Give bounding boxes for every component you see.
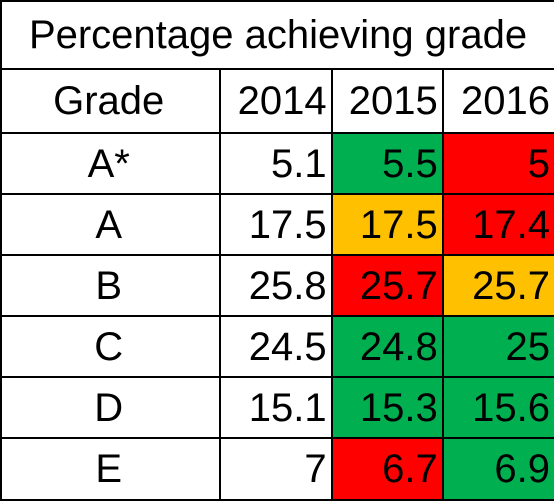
grade-cell: D — [2, 376, 222, 439]
value-cell-2014: 15.1 — [219, 376, 333, 439]
header-row: Grade 2014 2015 2016 — [2, 70, 554, 134]
value-cell-2016: 5 — [441, 132, 554, 195]
header-grade: Grade — [2, 70, 222, 134]
value-cell-2015: 24.8 — [330, 315, 444, 378]
header-year-2015: 2015 — [330, 70, 444, 134]
table-row: E 7 6.7 6.9 — [2, 437, 554, 499]
value-cell-2015: 6.7 — [330, 437, 444, 499]
value-cell-2014: 7 — [219, 437, 333, 499]
value-cell-2014: 17.5 — [219, 193, 333, 256]
value-cell-2014: 25.8 — [219, 254, 333, 317]
table-row: B 25.8 25.7 25.7 — [2, 254, 554, 317]
value-cell-2016: 25 — [441, 315, 554, 378]
table-row: D 15.1 15.3 15.6 — [2, 376, 554, 439]
table-title: Percentage achieving grade — [2, 2, 554, 70]
grade-cell: A* — [2, 132, 222, 195]
value-cell-2016: 25.7 — [441, 254, 554, 317]
value-cell-2016: 6.9 — [441, 437, 554, 499]
value-cell-2015: 15.3 — [330, 376, 444, 439]
grade-cell: B — [2, 254, 222, 317]
value-cell-2015: 17.5 — [330, 193, 444, 256]
grade-cell: E — [2, 437, 222, 499]
grade-cell: A — [2, 193, 222, 256]
value-cell-2014: 5.1 — [219, 132, 333, 195]
header-year-2016: 2016 — [441, 70, 554, 134]
value-cell-2015: 25.7 — [330, 254, 444, 317]
value-cell-2014: 24.5 — [219, 315, 333, 378]
table-row: C 24.5 24.8 25 — [2, 315, 554, 378]
value-cell-2016: 17.4 — [441, 193, 554, 256]
header-year-2014: 2014 — [219, 70, 333, 134]
grade-cell: C — [2, 315, 222, 378]
grade-percentage-table: Grade 2014 2015 2016 A* 5.1 5.5 5 A 17.5… — [2, 70, 554, 499]
value-cell-2016: 15.6 — [441, 376, 554, 439]
table-row: A* 5.1 5.5 5 — [2, 132, 554, 195]
value-cell-2015: 5.5 — [330, 132, 444, 195]
table-row: A 17.5 17.5 17.4 — [2, 193, 554, 256]
